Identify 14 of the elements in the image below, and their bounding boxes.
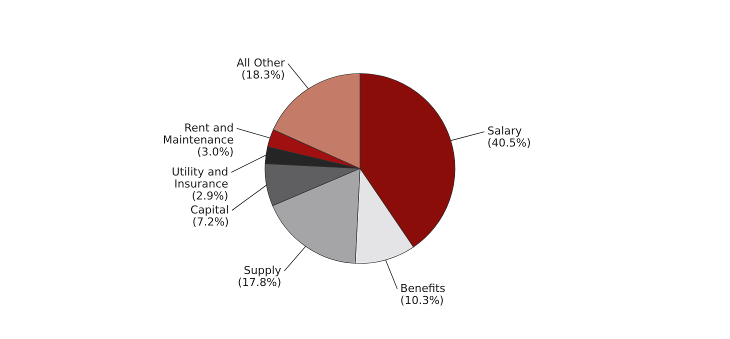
slice-label: Utility and Insurance: [172, 165, 228, 190]
slice-label: All Other: [236, 56, 286, 70]
data-label: (10.3%): [400, 294, 444, 307]
slice-label: Supply: [244, 264, 282, 277]
data-label: (40.5%): [487, 136, 531, 150]
data-label: (18.3%): [241, 68, 285, 82]
slice-label: Capital: [190, 203, 229, 216]
data-label: (7.2%): [192, 215, 229, 228]
data-label: (2.9%): [192, 189, 228, 202]
slice-label: Rent and Maintenance: [162, 121, 234, 146]
slice-label: Benefits: [400, 282, 446, 295]
data-label: (17.8%): [238, 276, 282, 289]
data-label: (3.0%): [197, 145, 234, 158]
slice-label: Salary: [487, 124, 522, 138]
